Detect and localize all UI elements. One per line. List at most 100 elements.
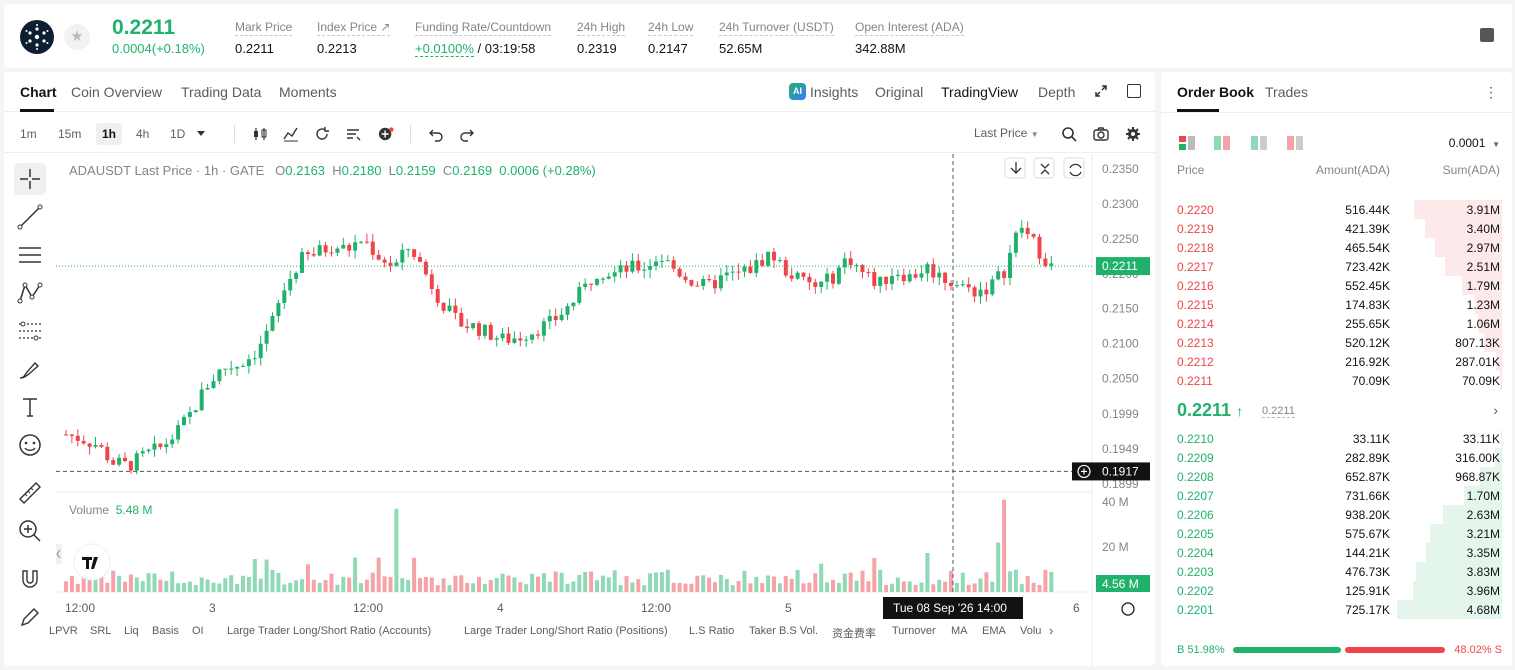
bid-row[interactable]: 0.2209 282.89K 316.00K — [1161, 448, 1512, 467]
favorite-star-icon[interactable]: ★ — [64, 24, 90, 50]
indicator-srl[interactable]: SRL — [90, 625, 112, 637]
ask-row[interactable]: 0.2212 216.92K 287.01K — [1161, 352, 1512, 371]
timeframe-1m[interactable]: 1m — [20, 127, 37, 141]
ask-row[interactable]: 0.2217 723.42K 2.51M — [1161, 257, 1512, 276]
compare-icon[interactable] — [314, 126, 330, 142]
indicator-oi[interactable]: OI — [192, 625, 204, 637]
ask-row[interactable]: 0.2216 552.45K 1.79M — [1161, 276, 1512, 295]
indicator-scroll-right-icon[interactable]: › — [1049, 623, 1054, 638]
tab-moments[interactable]: Moments — [279, 84, 337, 100]
expand-icon[interactable] — [1094, 84, 1108, 98]
magnet-tool[interactable] — [14, 563, 46, 595]
add-indicator-icon[interactable] — [378, 126, 394, 142]
bid-row[interactable]: 0.2203 476.73K 3.83M — [1161, 562, 1512, 581]
indicator-ls-ratio[interactable]: L.S Ratio — [689, 625, 735, 637]
horizontal-lines-tool[interactable] — [14, 239, 46, 271]
bid-row[interactable]: 0.2208 652.87K 968.87K — [1161, 467, 1512, 486]
view-insights[interactable]: Insights — [810, 84, 859, 100]
tab-trades[interactable]: Trades — [1265, 84, 1309, 100]
bid-row[interactable]: 0.2206 938.20K 2.63M — [1161, 505, 1512, 524]
ask-row[interactable]: 0.2214 255.65K 1.06M — [1161, 314, 1512, 333]
price-source-select[interactable]: Last Price ▼ — [974, 126, 1039, 140]
book-mode-asks-icon[interactable] — [1287, 136, 1303, 150]
indicator-turnover[interactable]: Turnover — [892, 625, 936, 637]
book-mode-both-icon[interactable] — [1179, 136, 1195, 150]
bid-row[interactable]: 0.2207 731.66K 1.70M — [1161, 486, 1512, 505]
precision-select[interactable]: 0.0001 ▼ — [1449, 136, 1500, 150]
candlestick-chart[interactable]: 0.23500.23000.22500.22000.21500.21000.20… — [56, 154, 1155, 666]
stat-label: Open Interest (ADA) — [855, 20, 964, 36]
indicator-liq[interactable]: Liq — [124, 625, 139, 637]
view-tradingview[interactable]: TradingView — [941, 84, 1019, 100]
timeframe-1h[interactable]: 1h — [96, 123, 123, 145]
indicator-funding-rate[interactable]: 资金费率 — [832, 628, 876, 640]
timeframe-15m[interactable]: 15m — [58, 127, 82, 141]
redo-icon[interactable] — [459, 126, 475, 142]
ask-row[interactable]: 0.2215 174.83K 1.23M — [1161, 295, 1512, 314]
book-mode-bids-icon[interactable] — [1251, 136, 1267, 150]
tab-coin-overview[interactable]: Coin Overview — [71, 84, 163, 100]
volume-bar — [252, 559, 257, 592]
indicator-volume[interactable]: Volu — [1020, 625, 1042, 637]
chevron-right-icon[interactable]: › — [1493, 402, 1498, 418]
row-sum: 968.87K — [1455, 470, 1500, 484]
crosshair-tool[interactable] — [14, 163, 46, 195]
bid-row[interactable]: 0.2205 575.67K 3.21M — [1161, 524, 1512, 543]
ruler-tool[interactable] — [14, 477, 46, 509]
lock-drawing-tool[interactable] — [14, 601, 46, 633]
candle-body — [518, 338, 523, 341]
indicator-ma[interactable]: MA — [951, 625, 968, 637]
more-options-icon[interactable]: ⋮ — [1484, 84, 1498, 100]
indicator-taker-bs-vol[interactable]: Taker B.S Vol. — [749, 625, 819, 637]
stat-index-price[interactable]: Index Price ↗ 0.2213 — [317, 18, 391, 56]
camera-icon[interactable] — [1093, 126, 1109, 142]
bid-row[interactable]: 0.2204 144.21K 3.35M — [1161, 543, 1512, 562]
volume-bar — [193, 584, 198, 592]
ask-row[interactable]: 0.2220 516.44K 3.91M — [1161, 200, 1512, 219]
fib-tool[interactable] — [14, 315, 46, 347]
zoom-in-tool[interactable] — [14, 515, 46, 547]
candle-body — [93, 445, 98, 447]
indicator-large-trader-accounts[interactable]: Large Trader Long/Short Ratio (Accounts) — [227, 625, 432, 637]
indicator-basis[interactable]: Basis — [152, 625, 179, 637]
brush-tool[interactable] — [14, 353, 46, 385]
volume-bar — [406, 579, 411, 592]
emoji-tool[interactable] — [14, 429, 46, 461]
guide-book-icon[interactable] — [1480, 28, 1494, 42]
indicator-lpvr[interactable]: LPVR — [49, 625, 78, 637]
tab-trading-data[interactable]: Trading Data — [181, 84, 262, 100]
tab-order-book[interactable]: Order Book — [1177, 84, 1255, 100]
trend-line-tool[interactable] — [14, 201, 46, 233]
templates-icon[interactable] — [345, 126, 361, 142]
tab-chart[interactable]: Chart — [20, 84, 57, 100]
volume-bar — [412, 557, 417, 592]
pattern-tool[interactable] — [14, 277, 46, 309]
ask-row[interactable]: 0.2218 465.54K 2.97M — [1161, 238, 1512, 257]
view-depth[interactable]: Depth — [1038, 84, 1076, 100]
layout-square-icon[interactable] — [1127, 84, 1141, 98]
volume-bar — [937, 579, 942, 592]
volume-bar — [943, 581, 948, 592]
settings-gear-icon[interactable] — [1125, 126, 1141, 142]
timeframe-1d[interactable]: 1D — [170, 127, 186, 141]
indicator-large-trader-positions[interactable]: Large Trader Long/Short Ratio (Positions… — [464, 625, 668, 637]
indicator-ema[interactable]: EMA — [982, 625, 1006, 637]
timeframe-4h[interactable]: 4h — [136, 127, 150, 141]
candle-type-icon[interactable] — [252, 126, 268, 142]
book-mode-bids-asks-icon[interactable] — [1214, 136, 1230, 150]
bid-row[interactable]: 0.2210 33.11K 33.11K — [1161, 429, 1512, 448]
timeframe-dropdown-icon[interactable] — [196, 128, 206, 138]
undo-icon[interactable] — [428, 126, 444, 142]
row-price: 0.2206 — [1177, 508, 1214, 522]
bid-row[interactable]: 0.2201 725.17K 4.68M — [1161, 600, 1512, 619]
row-sum: 1.79M — [1466, 279, 1500, 293]
volume-bar — [182, 582, 186, 592]
bid-row[interactable]: 0.2202 125.91K 3.96M — [1161, 581, 1512, 600]
text-tool[interactable] — [14, 391, 46, 423]
indicators-icon[interactable] — [283, 126, 299, 142]
ask-row[interactable]: 0.2219 421.39K 3.40M — [1161, 219, 1512, 238]
ask-row[interactable]: 0.2213 520.12K 807.13K — [1161, 333, 1512, 352]
search-icon[interactable] — [1061, 126, 1077, 142]
view-original[interactable]: Original — [875, 84, 924, 100]
ask-row[interactable]: 0.2211 70.09K 70.09K — [1161, 371, 1512, 390]
